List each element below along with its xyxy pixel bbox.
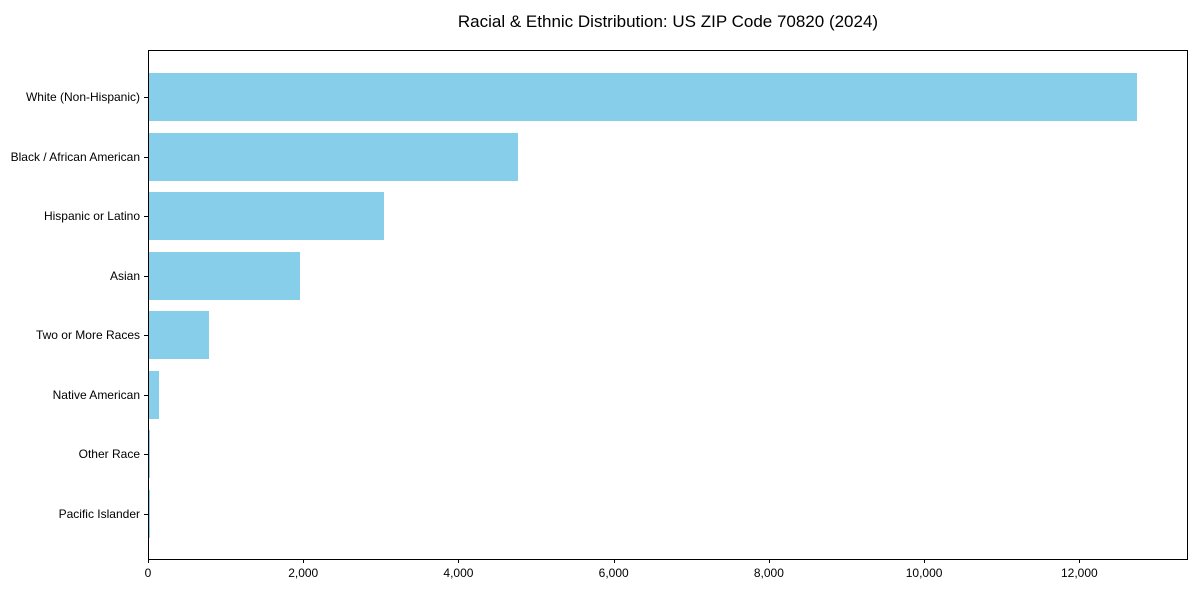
x-tick-mark [303,559,305,563]
y-tick-mark [144,97,148,98]
x-tick-label: 10,000 [905,566,943,580]
x-tick-label: 2,000 [288,566,319,580]
y-tick-mark [144,275,148,277]
x-tick-mark [924,559,926,563]
bar-other-race [149,430,150,479]
y-tick-mark [144,394,148,396]
bar-black-african-american [149,132,518,181]
y-tick-mark [144,335,148,337]
x-tick-label: 12,000 [1060,566,1098,580]
x-tick-mark [768,559,770,563]
chart-title: Racial & Ethnic Distribution: US ZIP Cod… [457,12,879,31]
y-tick-label: Other Race [78,447,140,462]
bar-two-or-more-races [149,311,209,360]
x-tick-mark [458,559,460,563]
x-tick-label: 4,000 [443,566,474,580]
y-tick-mark [144,216,148,218]
x-tick-mark [1079,559,1081,563]
plot-area [148,50,1188,560]
x-tick-label: 6,000 [598,566,629,580]
y-tick-mark [144,156,148,158]
y-tick-label: Pacific Islander [58,506,140,521]
x-tick-mark [148,559,149,563]
y-tick-label: Native American [52,387,140,402]
bar-hispanic-or-latino [149,192,384,241]
y-tick-mark [144,513,148,515]
x-tick-label: 0 [144,566,152,580]
bar-white-non-hispanic [149,73,1137,121]
y-tick-label: Asian [109,268,140,283]
bar-asian [149,251,300,300]
bar-native-american [149,370,160,419]
y-tick-mark [144,454,148,456]
x-tick-label: 8,000 [753,566,784,580]
y-tick-label: Black / African American [10,149,140,164]
y-tick-label: Two or More Races [35,328,140,343]
y-tick-label: Hispanic or Latino [43,209,140,224]
x-tick-mark [613,559,615,563]
y-tick-label: White (Non-Hispanic) [25,90,140,104]
